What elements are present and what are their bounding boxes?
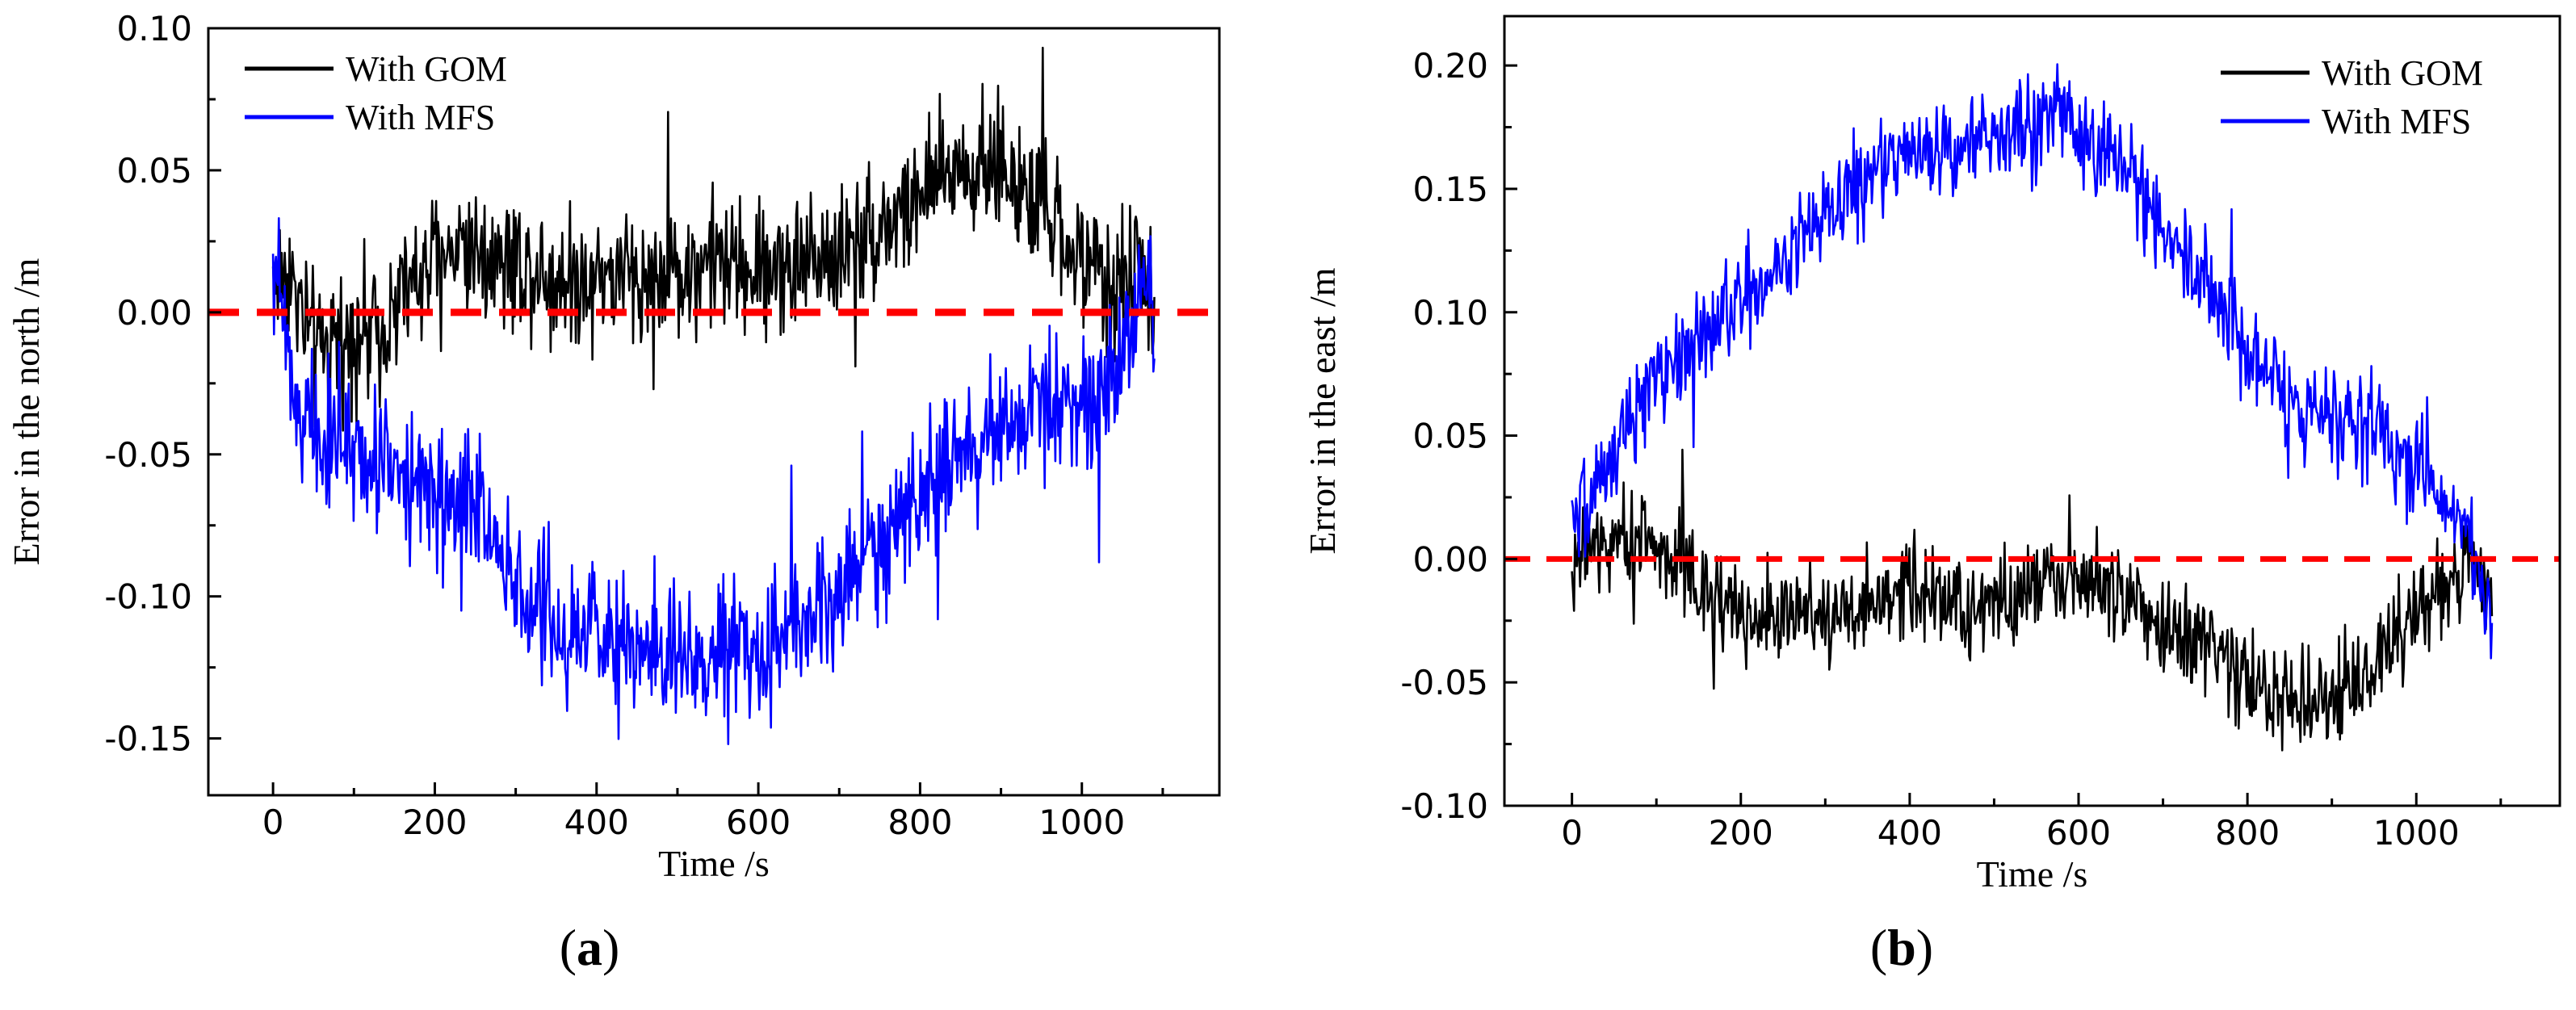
panel-b-y-tick-label: -0.10 [1400, 786, 1488, 826]
panel-b-x-tick-label: 0 [1561, 813, 1583, 853]
panel-b-y-axis-label: Error in the east /m [1302, 267, 1343, 554]
panel-a-series-gom-line [271, 46, 1156, 432]
panel-a-x-axis-label: Time /s [658, 843, 770, 884]
panel-a-y-tick-label: -0.10 [104, 577, 192, 617]
panel-a-chart: 0 200 400 600 800 1000 -0.15 -0.10 -0.05 0.00 0.0… [6, 9, 1221, 976]
panel-b-y-tick-label: 0.10 [1412, 293, 1488, 333]
panel-a-x-ticks: 0 200 400 600 800 1000 [262, 782, 1164, 842]
panel-b-y-ticks: -0.10 -0.05 0.00 0.05 0.10 0.15 0.20 [1400, 46, 1517, 826]
panel-a-series-mfs-line [271, 217, 1156, 745]
panel-a-y-tick-label: 0.10 [116, 9, 192, 48]
panel-b-plot-frame [1503, 15, 2561, 807]
panel-b-x-tick-label: 800 [2215, 813, 2280, 853]
panel-a-legend-label-gom: With GOM [346, 49, 507, 89]
panel-a-y-ticks: -0.15 -0.10 -0.05 0.00 0.05 0.10 [104, 9, 221, 759]
panel-b-y-tick-label: -0.05 [1400, 663, 1488, 702]
panel-a-label: (a) [560, 919, 620, 976]
panel-b-y-tick-label: 0.20 [1412, 46, 1488, 86]
panel-b-x-axis-label: Time /s [1977, 853, 2088, 895]
panel-a-y-axis-label: Error in the north /m [6, 258, 47, 565]
panel-b-y-tick-label: 0.05 [1412, 417, 1488, 456]
panel-a-y-tick-label: 0.05 [116, 151, 192, 191]
panel-a-legend-label-mfs: With MFS [346, 98, 495, 137]
panel-a-y-tick-label: 0.00 [116, 293, 192, 333]
panel-a-y-tick-label: -0.15 [104, 719, 192, 759]
panel-b-legend-label-mfs: With MFS [2322, 102, 2471, 141]
panel-b-legend-label-gom: With GOM [2322, 53, 2483, 93]
panel-a-x-tick-label: 800 [887, 803, 952, 842]
panel-b-legend: With GOM With MFS [2221, 53, 2483, 141]
panel-b-series-gom-line [1571, 448, 2494, 752]
panel-a-x-tick-label: 1000 [1038, 803, 1125, 842]
panel-b-x-tick-label: 600 [2046, 813, 2111, 853]
panel-b-y-tick-label: 0.15 [1412, 170, 1488, 209]
panel-b-series-mfs-line [1571, 63, 2494, 660]
panel-b-x-ticks: 0 200 400 600 800 1000 [1561, 793, 2503, 853]
panel-b-x-tick-label: 400 [1877, 813, 1942, 853]
panel-b-x-tick-label: 200 [1709, 813, 1773, 853]
panel-a-x-tick-label: 600 [726, 803, 791, 842]
panel-a-series-layer [271, 46, 1156, 745]
panel-a-legend: With GOM With MFS [245, 49, 507, 137]
panel-b-y-tick-label: 0.00 [1412, 539, 1488, 579]
panel-a-y-tick-label: -0.05 [104, 435, 192, 475]
panel-a-x-tick-label: 0 [262, 803, 284, 842]
panel-b-chart: 0 200 400 600 800 1000 -0.10 -0.05 0.00 0.05 0.10… [1302, 15, 2561, 976]
panel-a-x-tick-label: 400 [564, 803, 629, 842]
panel-a-x-tick-label: 200 [402, 803, 467, 842]
panel-b-label: (b) [1870, 919, 1933, 976]
panel-b-series-layer [1571, 63, 2494, 752]
panel-a-plot-frame [207, 27, 1221, 797]
panel-b-x-tick-label: 1000 [2373, 813, 2460, 853]
